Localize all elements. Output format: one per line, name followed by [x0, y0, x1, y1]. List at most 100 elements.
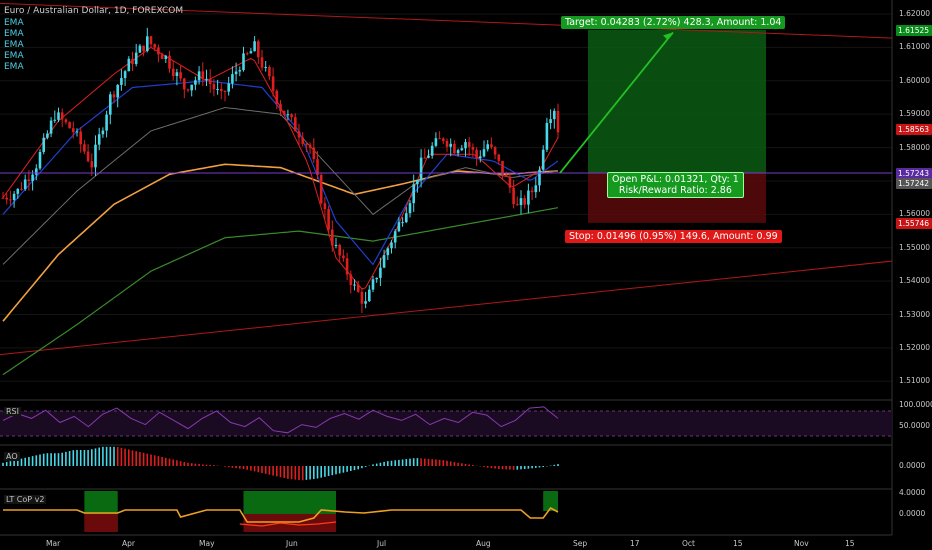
candle-body [75, 131, 79, 133]
time-tick-label: Jul [377, 539, 387, 548]
candle-body [442, 138, 445, 141]
candle-body [142, 45, 145, 51]
ao-bar [512, 466, 515, 470]
candle-body [220, 88, 223, 91]
candle-body [9, 199, 12, 201]
ema-label: EMA [4, 18, 24, 28]
time-tick-label: 15 [733, 539, 743, 548]
candle-body [453, 143, 456, 154]
candle-body [323, 203, 327, 210]
ao-bar [535, 466, 537, 468]
candle-body [53, 119, 57, 121]
time-tick-label: Oct [682, 539, 695, 548]
candle-body [23, 179, 27, 190]
ao-bar [187, 462, 189, 466]
candle-body [512, 187, 515, 205]
price-tick-label: 1.60000 [899, 75, 931, 85]
ao-bar [54, 453, 56, 466]
candle-body [234, 71, 238, 75]
ao-bar [150, 454, 152, 466]
ao-bar [198, 464, 200, 466]
candle-body [83, 144, 86, 152]
ao-label: AO [4, 452, 20, 461]
ao-bar [161, 456, 163, 466]
open-pl-label[interactable]: Open P&L: 0.01321, Qty: 1 Risk/Reward Ra… [607, 172, 744, 198]
candle-body [94, 144, 97, 168]
candle-body [38, 151, 42, 169]
ao-bar [235, 466, 237, 469]
ao-bar [91, 449, 93, 466]
ao-bar [31, 456, 34, 466]
ao-bar [538, 466, 541, 468]
ao-bar [405, 459, 408, 466]
candle-body [493, 147, 497, 155]
candle-body [190, 84, 193, 91]
candle-body [519, 198, 523, 205]
time-tick-label: Apr [122, 539, 135, 548]
ao-bar [498, 466, 500, 469]
ao-bar [427, 458, 430, 466]
ao-bar [172, 459, 174, 466]
target-label[interactable]: Target: 0.04283 (2.72%) 428.3, Amount: 1… [561, 16, 786, 29]
ao-bar [246, 466, 248, 470]
time-tick-label: Jun [286, 539, 298, 548]
ema-label: EMA [4, 40, 24, 50]
ao-bar [531, 466, 533, 469]
ao-bar [98, 447, 100, 466]
candle-body [120, 78, 123, 85]
candle-body [501, 160, 504, 175]
candle-body [338, 244, 341, 256]
cop-bear-zone [84, 514, 118, 532]
open-pl-text: Open P&L: 0.01321, Qty: 1 [612, 174, 739, 185]
candle-body [549, 119, 552, 123]
ao-bar [401, 459, 404, 466]
rsi-label: RSI [4, 407, 21, 416]
ao-bar [320, 466, 322, 478]
ao-bar [276, 466, 278, 477]
candle-body [134, 52, 138, 65]
candle-body [112, 94, 116, 98]
ao-bar [350, 466, 352, 471]
ao-bar [446, 460, 448, 466]
ao-bar [120, 447, 123, 466]
candle-body [131, 58, 134, 65]
ao-bar [486, 466, 489, 468]
candle-body [249, 51, 253, 54]
candle-body [109, 94, 112, 115]
ao-bar [39, 454, 41, 466]
candle-body [275, 90, 279, 105]
ao-bar [57, 453, 60, 466]
ao-bar [2, 462, 4, 466]
candle-body [253, 41, 256, 52]
candle-body [1, 197, 5, 199]
candle-body [490, 144, 493, 148]
candle-body [504, 174, 508, 177]
ao-bar [28, 456, 30, 466]
ao-bar [338, 466, 341, 474]
candle-body [397, 222, 401, 232]
candle-body [479, 156, 482, 159]
price-tag: 1.55746 [896, 217, 932, 229]
candle-body [297, 131, 301, 138]
candle-body [223, 90, 227, 92]
candle-body [212, 84, 216, 90]
ao-bar [494, 466, 496, 469]
ema-orange-line [2, 163, 559, 322]
ao-bar [72, 450, 75, 466]
candle-body [408, 203, 412, 214]
candle-body [371, 279, 375, 290]
ao-bar [461, 463, 463, 466]
price-tag: 1.57242 [896, 177, 932, 189]
ema-label: EMA [4, 29, 24, 39]
price-tag: 1.58563 [896, 123, 932, 135]
ao-bar [176, 460, 178, 466]
candle-body [227, 83, 230, 92]
candle-body [72, 128, 75, 133]
candle-body [123, 71, 127, 79]
candle-body [364, 301, 367, 304]
stop-label[interactable]: Stop: 0.01496 (0.95%) 149.6, Amount: 0.9… [565, 230, 782, 243]
candle-body [171, 68, 175, 77]
ao-bar [239, 466, 241, 469]
ao-bar [24, 457, 26, 466]
